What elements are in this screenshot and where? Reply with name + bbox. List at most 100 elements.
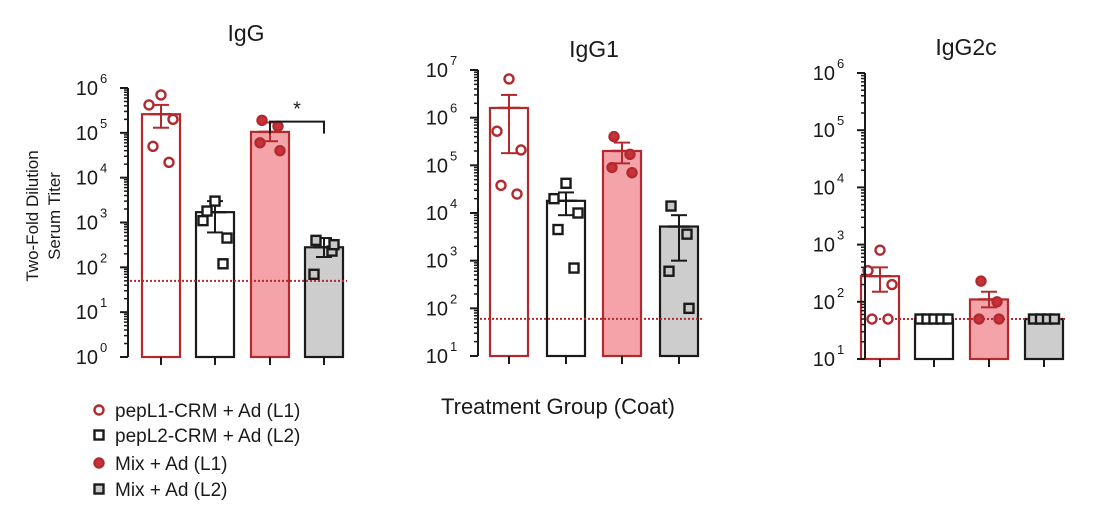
data-point [548, 192, 560, 205]
y-axis-label-line1: Two-Fold Dilution [23, 150, 42, 281]
y-tick-label: 10 [76, 302, 98, 324]
data-point [1048, 313, 1061, 325]
y-tick-exponent: 5 [100, 116, 107, 131]
data-point [209, 195, 221, 207]
bar [913, 317, 955, 361]
y-tick-exponent: 6 [450, 101, 457, 116]
legend-marker-pepl1 [93, 404, 105, 416]
y-tick-exponent: 3 [100, 206, 107, 221]
bar [601, 149, 643, 358]
data-point [147, 140, 159, 153]
y-tick-exponent: 5 [837, 113, 844, 128]
bar [1023, 317, 1065, 361]
data-point [511, 188, 523, 200]
bar [658, 225, 700, 358]
y-axis-label-line2: Serum Titer [45, 172, 64, 260]
data-point [310, 234, 322, 247]
data-point [491, 125, 503, 137]
bar [249, 130, 291, 359]
y-tick-label: 10 [813, 63, 835, 85]
data-point [874, 244, 886, 256]
y-tick-label: 10 [76, 347, 98, 369]
y-tick-label: 10 [426, 60, 448, 82]
data-point [308, 268, 320, 280]
y-tick-exponent: 0 [100, 340, 107, 355]
y-tick-label: 10 [426, 155, 448, 177]
significance-label: * [293, 99, 301, 121]
data-point [975, 275, 987, 287]
y-tick-exponent: 1 [837, 342, 844, 357]
y-tick-label: 10 [813, 349, 835, 371]
y-tick-label: 10 [426, 203, 448, 225]
legend-marker-mix-l2 [93, 483, 105, 495]
data-point [167, 113, 179, 126]
data-point [503, 73, 515, 85]
bar [968, 298, 1010, 361]
legend-label: pepL1-CRM + Ad (L1) [115, 401, 300, 422]
y-tick-label: 10 [426, 346, 448, 368]
data-point [201, 205, 213, 217]
legend-marker-pepl2 [93, 429, 105, 441]
chart-title: IgG1 [569, 36, 619, 62]
data-point [560, 177, 572, 189]
bar [303, 246, 345, 359]
data-point [217, 258, 229, 270]
legend-label: pepL2-CRM + Ad (L2) [115, 426, 300, 447]
legend: pepL1-CRM + Ad (L1) pepL2-CRM + Ad (L2) … [93, 401, 300, 501]
y-tick-label: 10 [813, 177, 835, 199]
legend-marker-mix-l1 [93, 457, 105, 469]
data-point [274, 144, 286, 157]
y-tick-label: 10 [813, 235, 835, 257]
data-point [221, 232, 233, 244]
significance-bracket [269, 120, 325, 134]
data-point [866, 313, 878, 325]
chart-title: IgG2c [935, 34, 996, 60]
y-tick-exponent: 4 [100, 161, 107, 176]
data-point [328, 238, 340, 251]
data-point [552, 223, 564, 236]
legend-item: Mix + Ad (L1) [93, 454, 227, 475]
y-tick-exponent: 4 [837, 170, 844, 185]
y-tick-exponent: 5 [450, 148, 457, 163]
chart-title: IgG [227, 20, 264, 46]
data-point [256, 114, 268, 127]
data-point [254, 137, 266, 149]
y-tick-label: 10 [76, 168, 98, 190]
y-tick-exponent: 1 [100, 295, 107, 310]
data-point [665, 200, 677, 212]
data-point [624, 148, 636, 161]
legend-item: pepL2-CRM + Ad (L2) [93, 426, 300, 447]
y-tick-label: 10 [813, 120, 835, 142]
y-tick-label: 10 [76, 257, 98, 279]
data-point [683, 302, 695, 315]
y-tick-exponent: 3 [450, 244, 457, 259]
y-tick-exponent: 6 [837, 56, 844, 71]
y-tick-label: 10 [426, 108, 448, 130]
data-point [608, 130, 620, 143]
legend-label: Mix + Ad (L2) [115, 480, 227, 501]
y-tick-exponent: 3 [837, 228, 844, 243]
data-point [991, 296, 1003, 308]
y-tick-exponent: 7 [450, 53, 457, 68]
legend-item: Mix + Ad (L2) [93, 480, 227, 501]
data-point [606, 161, 618, 174]
y-tick-exponent: 4 [450, 196, 457, 211]
data-point [495, 179, 507, 192]
x-axis-label: Treatment Group (Coat) [441, 394, 675, 419]
legend-label: Mix + Ad (L1) [115, 454, 227, 475]
y-tick-exponent: 2 [450, 291, 457, 306]
data-point [882, 313, 894, 325]
data-point [663, 265, 675, 277]
data-point [626, 167, 638, 179]
y-tick-label: 10 [426, 298, 448, 320]
data-point [572, 207, 584, 219]
y-tick-exponent: 6 [100, 71, 107, 86]
data-point [155, 89, 167, 101]
data-point [272, 120, 284, 132]
y-tick-label: 10 [76, 123, 98, 145]
